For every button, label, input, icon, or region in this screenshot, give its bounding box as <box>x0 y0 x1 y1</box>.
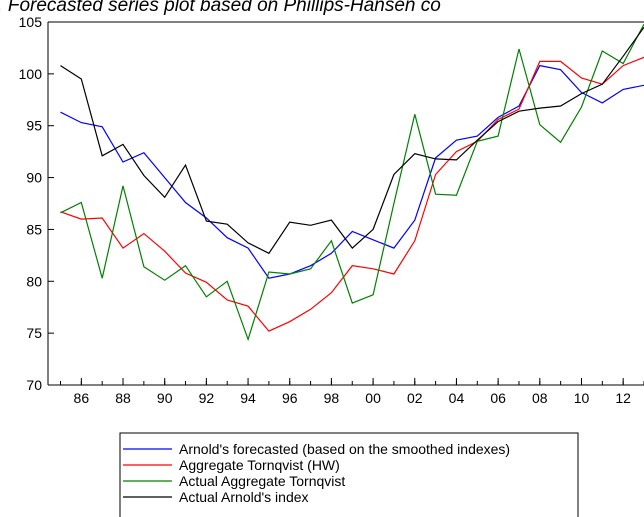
x-tick-label: 88 <box>115 390 131 406</box>
x-tick-label: 90 <box>157 390 173 406</box>
legend-label: Arnold's forecasted (based on the smooth… <box>179 441 510 457</box>
y-tick-label: 105 <box>19 14 43 30</box>
y-tick-label: 70 <box>26 377 42 393</box>
x-tick-label: 96 <box>282 390 298 406</box>
legend-label: Actual Arnold's index <box>179 489 309 505</box>
x-tick-label: 10 <box>574 390 590 406</box>
y-tick-label: 85 <box>26 221 42 237</box>
chart-title: f. Forecasted series plot based on Phill… <box>0 0 441 16</box>
x-tick-label: 06 <box>490 390 506 406</box>
x-tick-label: 02 <box>407 390 423 406</box>
series-line <box>60 26 644 255</box>
series-line <box>60 56 644 332</box>
x-tick-label: 86 <box>74 390 90 406</box>
x-tick-label: 98 <box>324 390 340 406</box>
y-tick-label: 80 <box>26 273 42 289</box>
x-tick-label: 92 <box>199 390 215 406</box>
legend-box <box>119 432 579 517</box>
legend-label: Actual Aggregate Tornqvist <box>179 473 345 489</box>
y-tick-label: 90 <box>26 170 42 186</box>
y-tick-label: 100 <box>19 66 43 82</box>
series-line <box>60 23 644 342</box>
legend-label: Aggregate Tornqvist (HW) <box>179 457 340 473</box>
x-tick-label: 12 <box>615 390 631 406</box>
y-tick-label: 75 <box>26 325 42 341</box>
x-tick-label: 94 <box>240 390 256 406</box>
x-tick-label: 08 <box>532 390 548 406</box>
y-tick-label: 95 <box>26 118 42 134</box>
series-line <box>60 64 644 279</box>
x-tick-label: 04 <box>449 390 465 406</box>
x-tick-label: 00 <box>365 390 381 406</box>
